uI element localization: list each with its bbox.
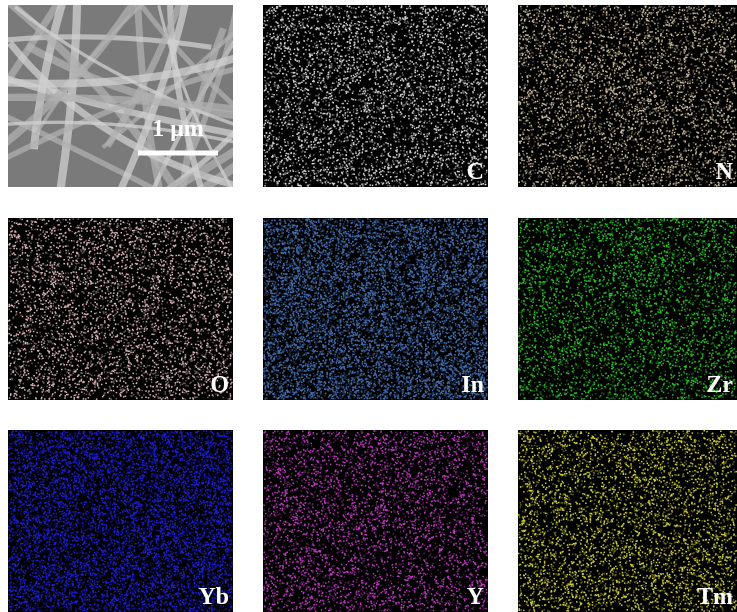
element-label: N xyxy=(716,159,734,185)
scale-bar-label: 1 μm xyxy=(152,116,204,142)
element-label: Y xyxy=(467,584,484,610)
element-map: Yb xyxy=(8,430,233,612)
element-map: In xyxy=(263,218,488,400)
element-label: O xyxy=(210,372,229,398)
element-label: Tm xyxy=(697,584,733,610)
element-map: Y xyxy=(263,430,488,612)
element-map: O xyxy=(8,218,233,400)
element-label: In xyxy=(461,372,484,398)
map-background xyxy=(263,430,488,612)
element-map: N xyxy=(518,5,737,187)
figure: 1 μm C N O In Zr Yb Y Tm xyxy=(0,0,737,612)
element-map: Zr xyxy=(518,218,737,400)
element-label: C xyxy=(467,159,484,185)
element-label: Zr xyxy=(706,372,733,398)
element-map: Tm xyxy=(518,430,737,612)
element-map: C xyxy=(263,5,488,187)
element-label: Yb xyxy=(198,584,229,610)
map-background xyxy=(263,5,488,187)
